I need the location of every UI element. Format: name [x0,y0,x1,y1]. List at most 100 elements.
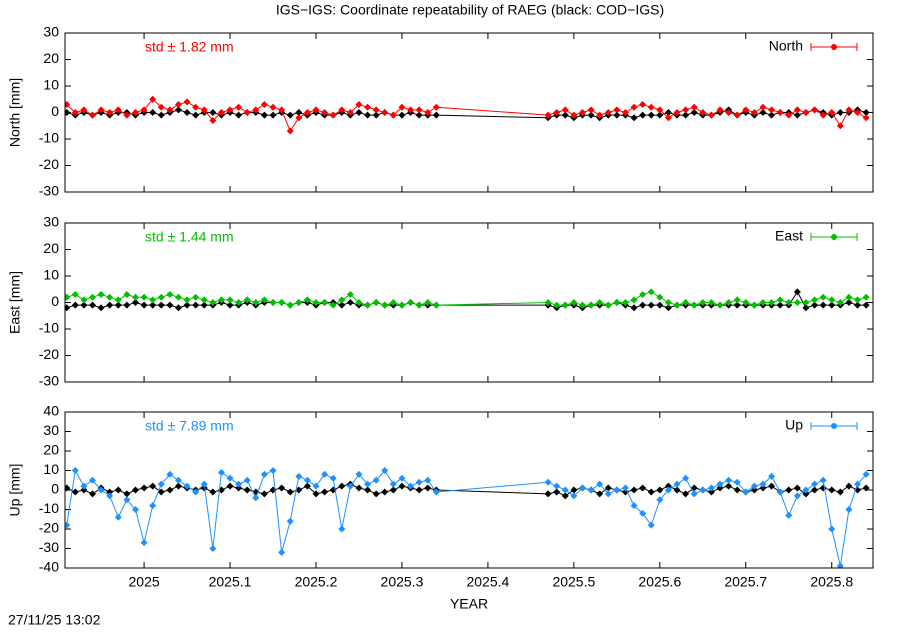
data-point [252,106,260,114]
data-point [321,488,329,496]
data-point [630,304,638,312]
data-point [587,301,595,309]
data-point [759,299,767,306]
data-point [407,299,415,306]
data-point [166,486,174,494]
data-point [243,476,251,484]
data-point [707,111,715,119]
y-tick-label: 10 [43,267,59,283]
data-point [690,490,698,498]
data-point [389,111,397,119]
data-point [381,467,389,474]
data-point [183,296,191,304]
y-tick-label: 40 [43,403,59,419]
data-point [673,109,681,116]
data-point [278,106,286,114]
data-point [71,488,79,496]
data-point [183,98,191,106]
data-point [553,109,561,116]
data-point [295,299,303,306]
data-point [544,299,552,306]
data-point [811,301,819,309]
data-point [424,299,432,306]
data-point [80,301,88,309]
data-point [785,486,793,494]
data-point [312,490,320,498]
data-point [802,490,810,498]
annotation: std ± 1.82 mm [145,39,234,55]
plot-area [65,288,870,312]
data-point [389,299,397,306]
x-tick-label: 2025.4 [466,574,509,590]
y-axis-label: North [mm] [7,78,23,147]
data-point [97,291,105,299]
data-point [793,106,801,114]
data-point [364,111,372,119]
data-point [398,474,406,482]
data-point [192,111,200,119]
data-point [338,301,346,309]
data-point [355,484,363,492]
data-point [106,109,114,116]
data-point [862,484,870,492]
data-point [845,293,853,301]
data-point [656,293,664,301]
data-point [372,476,380,484]
data-point [673,486,681,494]
data-point [338,296,346,304]
data-point [89,293,97,301]
data-point [149,301,157,309]
y-tick-label: 20 [43,240,59,256]
data-point [269,103,277,111]
data-point [149,482,157,490]
data-point [217,468,225,476]
data-point [716,484,724,492]
data-point [338,106,346,114]
data-point [346,109,354,116]
data-point [750,301,758,309]
data-point [639,484,647,492]
data-point [303,109,311,116]
data-point [854,296,862,304]
legend-label: North [769,38,803,54]
data-point [329,301,337,309]
data-point [793,299,801,306]
data-point [235,111,243,119]
data-point [260,296,268,304]
data-point [742,488,750,496]
data-point [793,492,801,500]
data-point [733,478,741,486]
data-point [183,482,191,490]
data-point [561,111,569,119]
data-point [321,109,329,116]
data-point [570,492,578,500]
data-point [613,111,621,119]
data-point [131,299,139,306]
data-point [759,480,767,488]
data-point [811,486,819,494]
data-point [157,301,165,309]
data-point [664,482,672,490]
y-tick-label: -40 [39,559,59,575]
data-point [733,301,741,309]
data-point [578,301,586,309]
data-point [854,109,862,116]
legend-swatch [831,234,837,240]
data-point [80,296,88,304]
data-point [295,472,303,480]
data-point [209,488,217,496]
data-point [759,109,767,116]
data-point [372,111,380,119]
data-point [639,291,647,299]
data-point [845,506,853,513]
data-point [819,301,827,309]
data-point [682,299,690,306]
data-point [364,486,372,494]
data-point [553,301,561,309]
data-point [587,106,595,114]
data-point [407,106,415,114]
data-point [587,111,595,119]
y-tick-label: 20 [43,50,59,66]
data-point [596,480,604,488]
data-point [131,109,139,116]
